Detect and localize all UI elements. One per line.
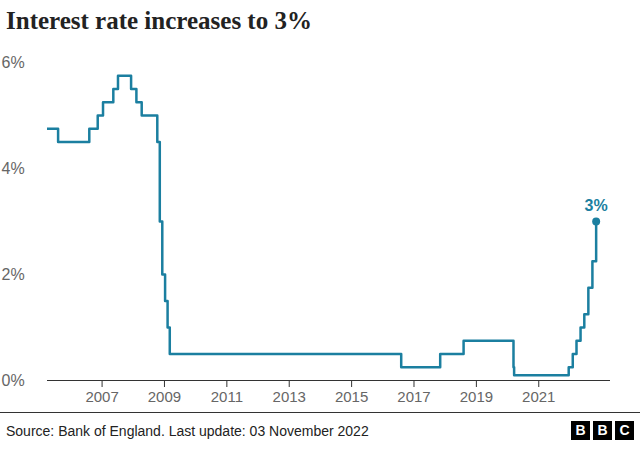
svg-text:2%: 2%: [2, 266, 25, 283]
svg-text:2017: 2017: [397, 388, 430, 405]
svg-text:3%: 3%: [585, 197, 608, 214]
svg-text:2015: 2015: [335, 388, 368, 405]
svg-text:6%: 6%: [2, 54, 25, 71]
html-text:Interest rate increases to 3%: Interest rate increases to 3%: [6, 7, 312, 34]
svg-text:2021: 2021: [522, 388, 555, 405]
svg-text:2007: 2007: [85, 388, 118, 405]
svg-text:0%: 0%: [2, 372, 25, 389]
svg-text:2019: 2019: [460, 388, 493, 405]
svg-text:2013: 2013: [273, 388, 306, 405]
svg-text:4%: 4%: [2, 160, 25, 177]
html-text:B: B: [597, 422, 608, 438]
svg-text:2009: 2009: [148, 388, 181, 405]
html-text:C: C: [619, 422, 630, 438]
svg-text:2011: 2011: [211, 388, 243, 405]
html-text:B: B: [575, 422, 586, 438]
html-text:Source: Bank of England. Last: Source: Bank of England. Last update: 03…: [6, 422, 369, 439]
